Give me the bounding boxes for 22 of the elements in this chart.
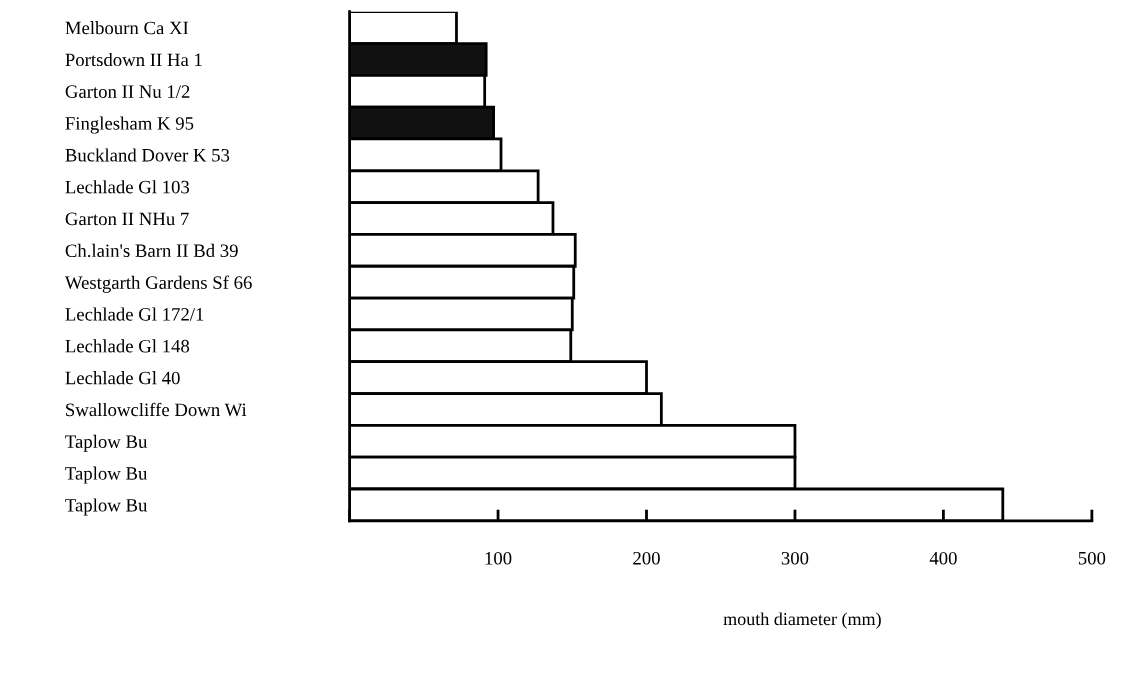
y-tick-label: Lechlade Gl 172/1 (65, 307, 204, 321)
x-tick-label: 500 (1078, 551, 1106, 565)
y-tick-label: Finglesham K 95 (65, 116, 194, 134)
x-axis-title: mouth diameter (mm) (723, 612, 881, 629)
y-tick-label: Lechlade Gl 40 (65, 371, 180, 385)
x-tick-label: 100 (485, 551, 512, 565)
y-tick-label: Lechlade Gl 103 (65, 180, 190, 194)
y-tick-label: Taplow Bu (65, 498, 148, 516)
y-tick-label: Garton II NHu 7 (65, 212, 189, 226)
y-tick-label: Lechlade Gl 148 (65, 339, 190, 353)
y-tick-label: Taplow Bu (65, 466, 148, 484)
y-tick-label: Ch.lain's Barn II Bd 39 (65, 243, 238, 258)
y-tick-label: Buckland Dover K 53 (65, 148, 230, 162)
y-tick-label: Taplow Bu (65, 434, 148, 452)
x-tick-label: 400 (929, 551, 957, 565)
y-tick-label: Swallowcliffe Down Wi (66, 402, 247, 417)
y-tick-label: Melbourn Ca XI (65, 21, 189, 35)
y-tick-label: Garton II Nu 1/2 (65, 85, 190, 98)
x-tick-label: 200 (633, 551, 660, 565)
y-tick-label: Portsdown II Ha 1 (65, 52, 202, 67)
y-tick-label: Westgarth Gardens Sf 66 (64, 275, 252, 293)
x-tick-label: 300 (781, 551, 809, 565)
